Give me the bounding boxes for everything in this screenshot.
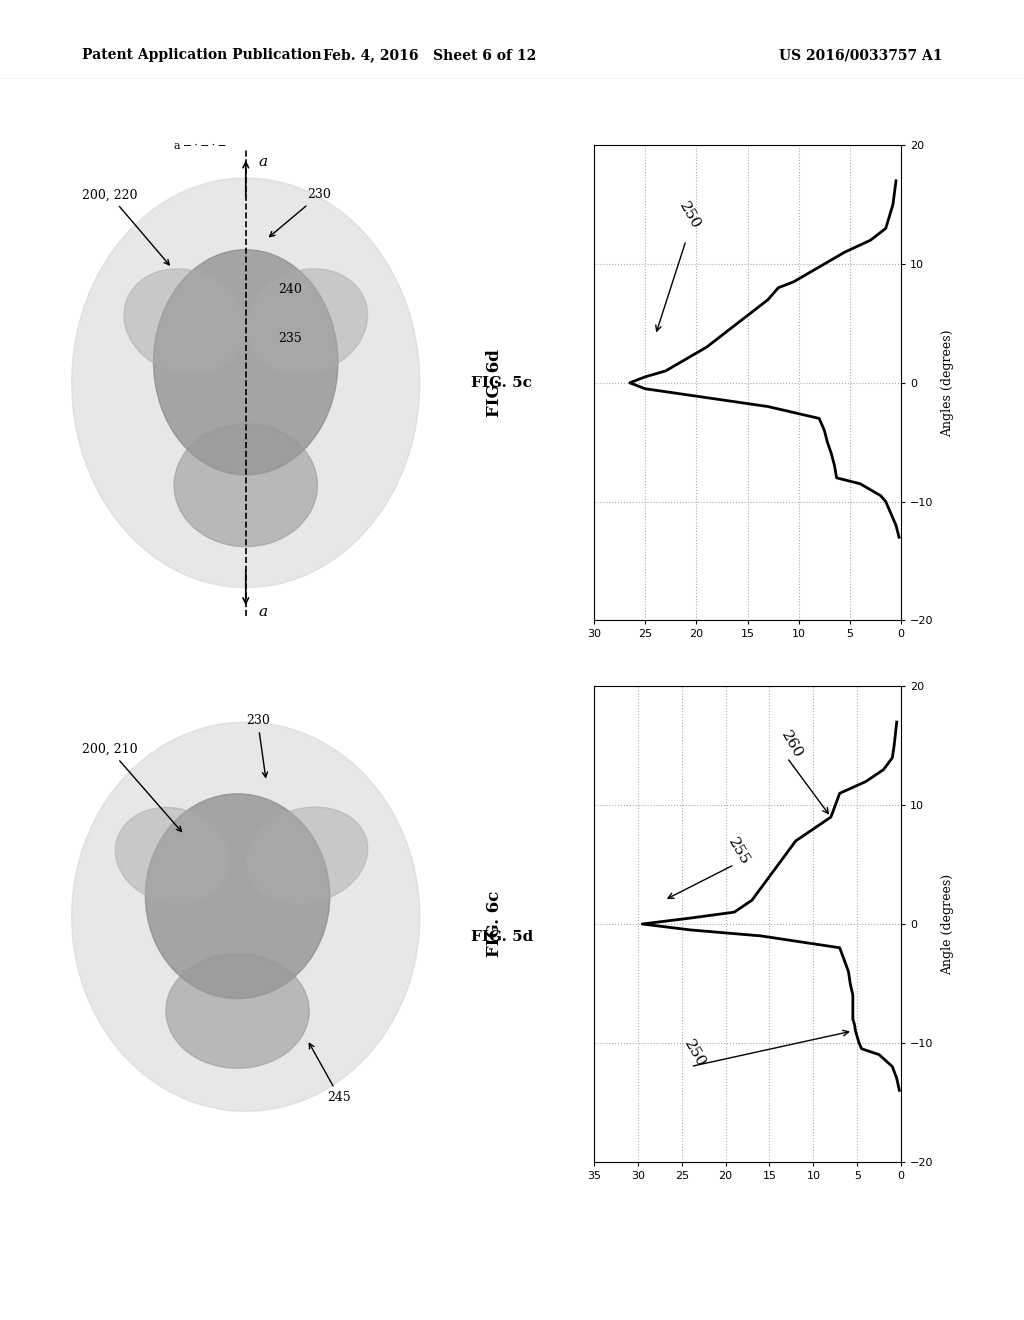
Text: 200, 210: 200, 210 [82,743,181,832]
Y-axis label: Angles (degrees): Angles (degrees) [941,329,953,437]
Ellipse shape [154,249,338,475]
Text: Feb. 4, 2016   Sheet 6 of 12: Feb. 4, 2016 Sheet 6 of 12 [324,49,537,62]
Text: 255: 255 [726,836,753,867]
Text: 250: 250 [676,199,702,231]
Ellipse shape [124,269,245,374]
Text: a ─ · ─ · ─: a ─ · ─ · ─ [174,141,225,152]
Ellipse shape [166,953,309,1068]
Ellipse shape [116,808,228,903]
Text: 200, 220: 200, 220 [82,189,169,265]
Text: FIG. 5c: FIG. 5c [471,376,531,389]
Text: FIG. 6d: FIG. 6d [486,348,504,417]
Text: a: a [258,606,267,619]
Ellipse shape [247,807,368,903]
Text: 250: 250 [682,1038,709,1069]
Text: 260: 260 [778,729,805,760]
Text: 245: 245 [309,1043,351,1104]
Ellipse shape [72,178,420,587]
Text: 240: 240 [279,282,302,296]
Ellipse shape [145,793,330,999]
Text: Patent Application Publication: Patent Application Publication [82,49,322,62]
Text: FIG. 5d: FIG. 5d [471,931,534,944]
Text: US 2016/0033757 A1: US 2016/0033757 A1 [778,49,942,62]
Y-axis label: Angle (degrees): Angle (degrees) [941,874,953,974]
Text: 235: 235 [279,331,302,345]
Ellipse shape [174,424,317,546]
Text: 230: 230 [246,714,269,777]
Text: a: a [258,154,267,169]
Text: FIG. 6c: FIG. 6c [486,891,504,957]
Ellipse shape [72,722,420,1111]
Text: 230: 230 [269,189,331,236]
Ellipse shape [247,269,368,374]
